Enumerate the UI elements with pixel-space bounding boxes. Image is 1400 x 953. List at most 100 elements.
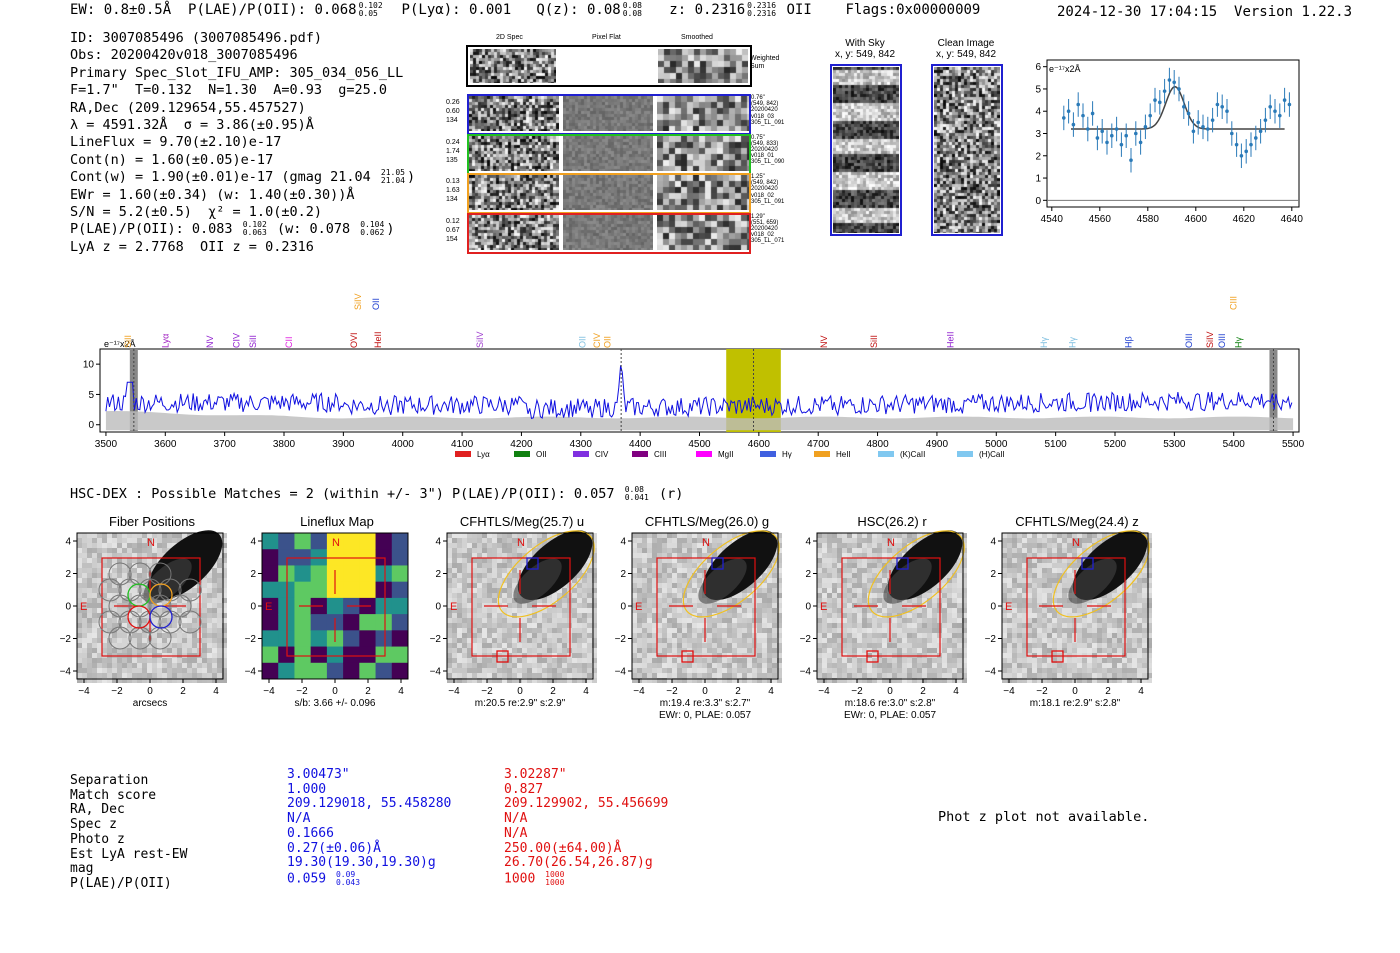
panel-noise-pixel bbox=[142, 558, 147, 563]
panel-noise-pixel bbox=[217, 598, 222, 603]
panel-noise-pixel bbox=[872, 598, 877, 603]
panel-noise-pixel bbox=[92, 578, 97, 583]
panel-noise-pixel bbox=[892, 558, 897, 563]
panel-noise-pixel bbox=[657, 608, 662, 613]
panel-noise-pixel bbox=[582, 573, 587, 578]
panel-noise-pixel bbox=[542, 668, 547, 673]
panel-noise-pixel bbox=[902, 538, 907, 543]
panel-noise-pixel bbox=[542, 663, 547, 668]
legend-label: HeII bbox=[836, 450, 851, 459]
panel-noise-pixel bbox=[1007, 553, 1012, 558]
panel-noise-pixel bbox=[487, 573, 492, 578]
panel-noise-pixel bbox=[777, 643, 782, 648]
panel-noise-pixel bbox=[117, 598, 122, 603]
panel-noise-pixel bbox=[1052, 658, 1057, 663]
panel-noise-pixel bbox=[207, 633, 212, 638]
panel-noise-pixel bbox=[1017, 648, 1022, 653]
panel-noise-pixel bbox=[817, 548, 822, 553]
panel-noise-pixel bbox=[682, 568, 687, 573]
panel-noise-pixel bbox=[827, 593, 832, 598]
panel-noise-pixel bbox=[162, 638, 167, 643]
panel-noise-pixel bbox=[937, 678, 942, 683]
panel-noise-pixel bbox=[157, 673, 162, 678]
panel-noise-pixel bbox=[1087, 598, 1092, 603]
panel-noise-pixel bbox=[542, 638, 547, 643]
panel-noise-pixel bbox=[1032, 563, 1037, 568]
panel-noise-pixel bbox=[702, 563, 707, 568]
panel-noise-pixel bbox=[152, 533, 157, 538]
lineflux-pixel bbox=[391, 614, 409, 631]
panel-noise-pixel bbox=[132, 628, 137, 633]
panel-noise-pixel bbox=[502, 623, 507, 628]
panel-noise-pixel bbox=[152, 563, 157, 568]
panel-noise-pixel bbox=[962, 633, 967, 638]
panel-noise-pixel bbox=[877, 563, 882, 568]
panel-noise-pixel bbox=[142, 648, 147, 653]
panel-noise-pixel bbox=[1042, 558, 1047, 563]
panel-noise-pixel bbox=[777, 663, 782, 668]
panel-noise-pixel bbox=[1042, 623, 1047, 628]
panel-noise-pixel bbox=[962, 573, 967, 578]
panel-noise-pixel bbox=[742, 628, 747, 633]
panel-noise-pixel bbox=[1007, 598, 1012, 603]
panel-noise-pixel bbox=[487, 578, 492, 583]
panel-noise-pixel bbox=[517, 673, 522, 678]
panel-noise-pixel bbox=[897, 543, 902, 548]
panel-noise-pixel bbox=[862, 558, 867, 563]
panel-noise-pixel bbox=[912, 678, 917, 683]
panel-noise-pixel bbox=[1032, 583, 1037, 588]
panel-noise-pixel bbox=[187, 673, 192, 678]
panel-noise-pixel bbox=[832, 663, 837, 668]
fit-data-point bbox=[1138, 140, 1143, 145]
panel-noise-pixel bbox=[847, 593, 852, 598]
panel-noise-pixel bbox=[757, 593, 762, 598]
panel-noise-pixel bbox=[97, 598, 102, 603]
panel-noise-pixel bbox=[857, 648, 862, 653]
panel-noise-pixel bbox=[892, 563, 897, 568]
panel-noise-pixel bbox=[102, 658, 107, 663]
header-ew: EW: 0.8±0.5Å bbox=[70, 2, 172, 18]
panel-noise-pixel bbox=[522, 638, 527, 643]
panel-noise-pixel bbox=[1022, 583, 1027, 588]
panel-noise-pixel bbox=[1037, 668, 1042, 673]
panel-noise-pixel bbox=[1002, 663, 1007, 668]
panel-noise-pixel bbox=[952, 598, 957, 603]
panel-noise-pixel bbox=[917, 658, 922, 663]
panel-noise-pixel bbox=[1017, 608, 1022, 613]
panel-caption: m:18.6 re:3.0" s:2.8" bbox=[845, 698, 936, 709]
panel-noise-pixel bbox=[82, 633, 87, 638]
panel-noise-pixel bbox=[1017, 548, 1022, 553]
panel-noise-pixel bbox=[1002, 543, 1007, 548]
panel-noise-pixel bbox=[642, 598, 647, 603]
panel-caption: m:19.4 re:3.3" s:2.7" bbox=[660, 698, 751, 709]
panel-noise-pixel bbox=[107, 593, 112, 598]
panel-noise-pixel bbox=[142, 613, 147, 618]
panel-noise-pixel bbox=[662, 618, 667, 623]
panel-noise-pixel bbox=[722, 668, 727, 673]
panel-noise-pixel bbox=[867, 593, 872, 598]
panel-noise-pixel bbox=[692, 633, 697, 638]
panel-noise-pixel bbox=[182, 678, 187, 683]
legend-label: MgII bbox=[718, 450, 734, 459]
spectrum-line-label: OII bbox=[602, 336, 612, 348]
panel-noise-pixel bbox=[682, 663, 687, 668]
panel-noise-pixel bbox=[102, 643, 107, 648]
panel-noise-pixel bbox=[1002, 563, 1007, 568]
panel-noise-pixel bbox=[512, 613, 517, 618]
panel-noise-pixel bbox=[1027, 558, 1032, 563]
header-flags: Flags:0x00000009 bbox=[845, 2, 981, 18]
panel-noise-pixel bbox=[772, 648, 777, 653]
panel-noise-pixel bbox=[942, 638, 947, 643]
panel-noise-pixel bbox=[747, 668, 752, 673]
panel-noise-pixel bbox=[1062, 568, 1067, 573]
panel-noise-pixel bbox=[82, 628, 87, 633]
panel-noise-pixel bbox=[687, 583, 692, 588]
lineflux-pixel bbox=[343, 581, 360, 599]
spectrum-xtick-label: 4400 bbox=[629, 439, 652, 450]
panel-noise-pixel bbox=[652, 548, 657, 553]
panel-noise-pixel bbox=[112, 578, 117, 583]
panel-noise-pixel bbox=[1097, 678, 1102, 683]
panel-noise-pixel bbox=[772, 668, 777, 673]
panel-noise-pixel bbox=[632, 588, 637, 593]
panel-noise-pixel bbox=[462, 618, 467, 623]
